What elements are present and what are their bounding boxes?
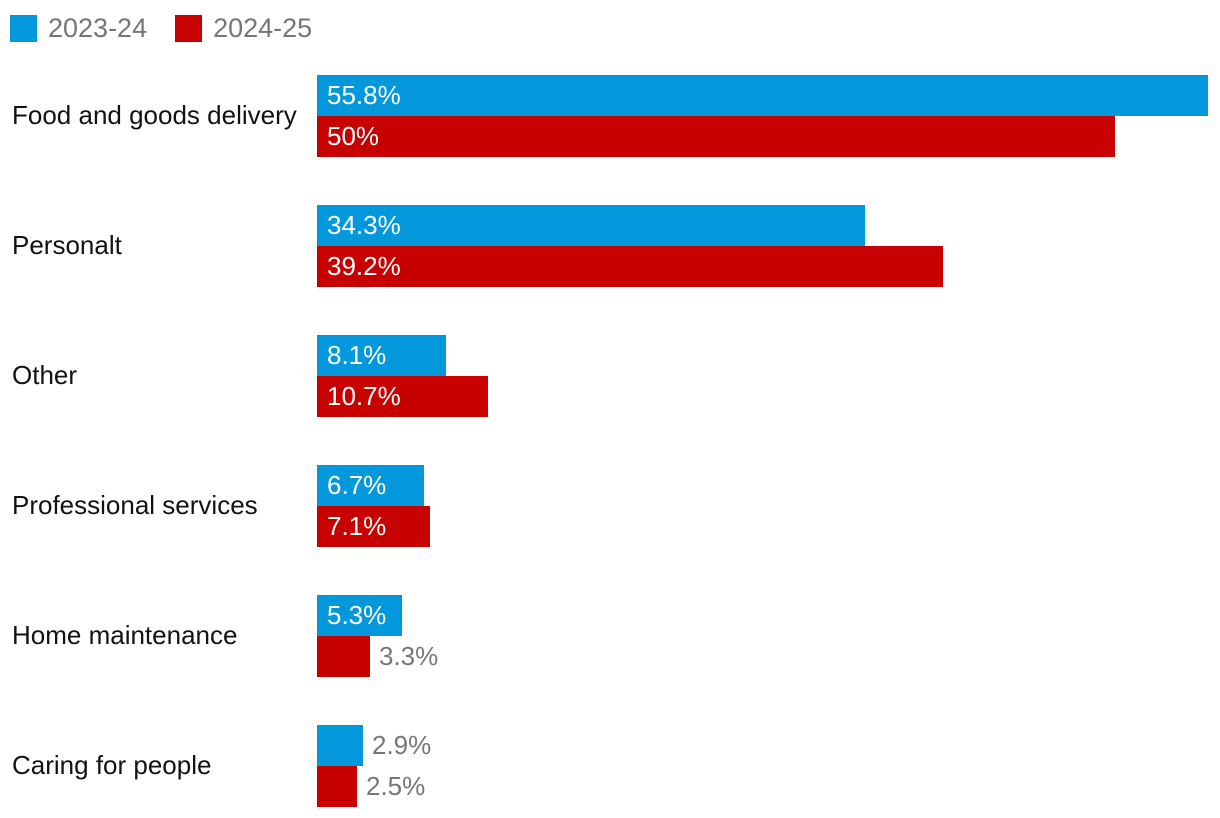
bar-2024-25: 7.1% — [317, 506, 430, 547]
category-label: Caring for people — [12, 750, 212, 781]
bar-value-label: 6.7% — [327, 470, 387, 500]
bar-pair: 34.3% 39.2% — [317, 205, 943, 287]
legend-item-2024-25: 2024-25 — [175, 15, 312, 42]
bar-group-home-maintenance: Home maintenance 5.3% 3.3% — [0, 595, 1220, 677]
category-label: Personalt — [12, 230, 122, 261]
bar-group-other: Other 8.1% 10.7% — [0, 335, 1220, 417]
bar-value-label: 2.9% — [372, 730, 432, 760]
category-label: Home maintenance — [12, 620, 238, 651]
bar-2023-24: 6.7% — [317, 465, 424, 506]
bar-value-label: 3.3% — [379, 641, 439, 671]
legend-swatch-2023-24-icon — [10, 15, 37, 42]
bar-value-label: 39.2% — [327, 251, 401, 281]
bar-2024-25: 39.2% — [317, 246, 943, 287]
legend-label: 2023-24 — [48, 13, 148, 43]
bar-group-professional-services: Professional services 6.7% 7.1% — [0, 465, 1220, 547]
bar-pair: 6.7% 7.1% — [317, 465, 430, 547]
bar-value-label: 50% — [327, 121, 380, 151]
legend-label: 2024-25 — [213, 13, 313, 43]
chart-legend: 2023-24 2024-25 — [0, 0, 1220, 42]
bar-2024-25: 50% — [317, 116, 1115, 157]
bar-value-label: 5.3% — [327, 600, 387, 630]
category-label: Professional services — [12, 490, 258, 521]
bar-value-label: 7.1% — [327, 511, 387, 541]
bar-value-label: 2.5% — [366, 771, 426, 801]
bar-group-caring-for-people: Caring for people 2.9% 2.5% — [0, 725, 1220, 807]
bar-2023-24: 8.1% — [317, 335, 446, 376]
bar-pair: 5.3% 3.3% — [317, 595, 438, 677]
bar-2023-24: 2.9% — [317, 725, 431, 766]
bar-group-personalt: Personalt 34.3% 39.2% — [0, 205, 1220, 287]
bar-value-label: 8.1% — [327, 340, 387, 370]
bar-value-label: 55.8% — [327, 80, 401, 110]
bar-chart: Food and goods delivery 55.8% 50% Person… — [0, 75, 1220, 807]
legend-item-2023-24: 2023-24 — [10, 15, 147, 42]
bar-group-food-and-goods-delivery: Food and goods delivery 55.8% 50% — [0, 75, 1220, 157]
bar-pair: 55.8% 50% — [317, 75, 1208, 157]
bar-pair: 2.9% 2.5% — [317, 725, 431, 807]
category-label: Food and goods delivery — [12, 100, 297, 131]
bar-2023-24: 55.8% — [317, 75, 1208, 116]
bar-2024-25: 10.7% — [317, 376, 488, 417]
bar-value-label: 10.7% — [327, 381, 401, 411]
bar-2023-24: 34.3% — [317, 205, 865, 246]
bar-2023-24: 5.3% — [317, 595, 402, 636]
category-label: Other — [12, 360, 78, 391]
bar-value-label: 34.3% — [327, 210, 401, 240]
bar-2024-25: 2.5% — [317, 766, 425, 807]
bar-pair: 8.1% 10.7% — [317, 335, 488, 417]
legend-swatch-2024-25-icon — [175, 15, 203, 42]
bar-2024-25: 3.3% — [317, 636, 438, 677]
